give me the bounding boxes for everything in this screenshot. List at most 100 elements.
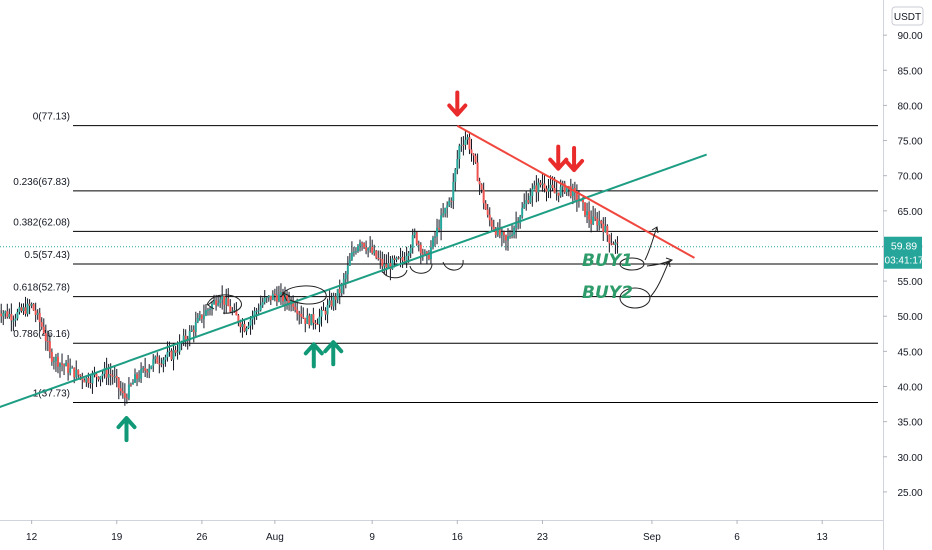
support-trendline[interactable]: [0, 153, 707, 418]
candle-body: [263, 297, 266, 303]
candle-body: [502, 231, 505, 236]
y-tick-label: 40.00: [897, 382, 922, 393]
down-arrow-icon: [548, 144, 569, 171]
candle-body: [567, 186, 570, 188]
candle-body: [324, 310, 327, 315]
candle-body: [286, 294, 289, 301]
candle-body: [275, 295, 278, 302]
candle-body: [573, 187, 576, 191]
candle-body: [395, 257, 398, 260]
currency-badge[interactable]: USDT: [891, 6, 924, 26]
y-tick-label: 45.00: [897, 347, 922, 358]
candle-body: [99, 376, 102, 380]
candle-body: [377, 257, 380, 259]
y-tick-label: 35.00: [897, 418, 922, 429]
candle-body: [371, 246, 374, 253]
arrow-annotations: [116, 90, 585, 443]
candle-body: [184, 335, 187, 341]
buy1-label: BUY1: [582, 251, 633, 271]
candle-body: [247, 325, 250, 329]
candle-body: [154, 356, 157, 360]
resistance-trendline[interactable]: [456, 124, 695, 259]
candle-body: [557, 192, 560, 196]
up-arrow-icon: [303, 342, 324, 369]
candle-body: [71, 367, 74, 369]
candle-body: [379, 258, 382, 260]
candle-body: [563, 183, 566, 193]
buy2-arrow: [649, 260, 671, 298]
candle-body: [391, 258, 394, 270]
candle-body: [107, 374, 110, 378]
candle-body: [373, 250, 376, 253]
candle-body: [46, 341, 49, 343]
candle-body: [545, 188, 548, 192]
candle-body: [486, 209, 489, 215]
candle-body: [231, 311, 234, 313]
candle-body: [450, 200, 453, 202]
candle-body: [30, 303, 33, 306]
candle-body: [359, 242, 362, 246]
candle-body: [440, 215, 443, 230]
buy1-circle: [619, 257, 645, 271]
candle-body: [464, 139, 467, 146]
candle-body: [431, 237, 434, 248]
candle-body: [480, 184, 483, 190]
down-arrow-icon: [564, 146, 585, 173]
candle-body: [551, 184, 554, 189]
candle-body: [111, 375, 114, 377]
candle-body: [156, 356, 159, 364]
candle-body: [527, 199, 530, 203]
candle-body: [594, 216, 597, 219]
candle-body: [498, 227, 501, 236]
candle-body: [454, 169, 457, 182]
currency-badge-label: USDT: [894, 12, 921, 23]
candle-body: [36, 312, 39, 315]
candle-body: [616, 242, 619, 244]
candle-body: [50, 352, 53, 362]
candle-body: [340, 285, 343, 294]
candle-body: [59, 363, 62, 367]
candle-body: [16, 311, 19, 319]
fib-level-label: 0(77.13): [33, 112, 70, 123]
candle-body: [361, 242, 364, 244]
candle-body: [217, 303, 220, 306]
candle-body: [0, 313, 3, 317]
candle-body: [409, 247, 412, 254]
candle-body: [32, 303, 35, 311]
candle-body: [144, 367, 147, 371]
candle-body: [65, 362, 68, 367]
candle-body: [553, 188, 556, 194]
candle-body: [482, 189, 485, 204]
candle-body: [590, 219, 593, 225]
candle-body: [342, 279, 345, 286]
candle-body: [470, 149, 473, 154]
candle-body: [158, 363, 161, 365]
candle-body: [302, 316, 305, 318]
candle-body: [504, 235, 507, 241]
candle-body: [255, 310, 258, 312]
scribble-circle-4: [409, 263, 433, 274]
candle-body: [190, 329, 193, 332]
scribble-arrow-1: [207, 299, 215, 310]
hand-drawn-annotations: BUY1 BUY2: [206, 226, 674, 314]
candle-body: [421, 253, 424, 255]
candle-body: [168, 350, 171, 353]
candle-body: [192, 329, 195, 332]
candle-body: [565, 186, 568, 193]
candle-body: [425, 251, 428, 255]
candle-body: [458, 145, 461, 160]
x-tick-label: 16: [452, 532, 464, 543]
candle-body: [531, 188, 534, 196]
candle-body: [251, 316, 254, 320]
candle-body: [405, 255, 408, 261]
y-tick-label: 70.00: [897, 172, 922, 183]
candle-body: [127, 384, 130, 399]
candle-body: [202, 315, 205, 320]
candle-body: [196, 317, 199, 323]
candle-body: [38, 312, 41, 323]
candle-body: [602, 223, 605, 232]
candle-body: [281, 292, 284, 302]
candle-body: [559, 186, 562, 196]
candle-body: [332, 296, 335, 307]
